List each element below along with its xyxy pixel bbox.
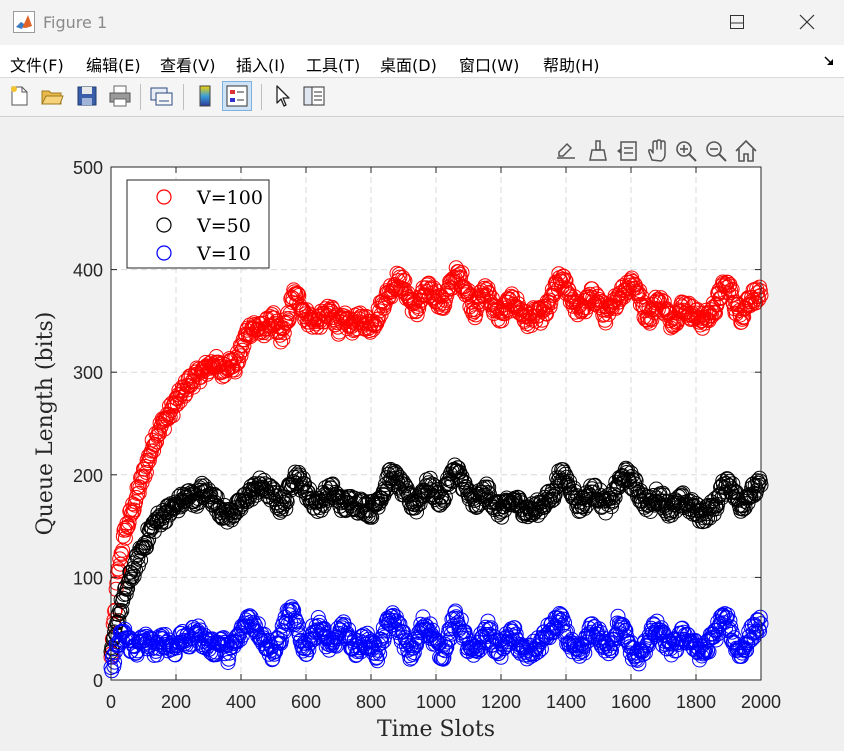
- zoom-out-icon[interactable]: [703, 138, 729, 164]
- new-figure-icon[interactable]: [6, 83, 32, 109]
- maximize-icon: [730, 15, 744, 29]
- minimize-button[interactable]: [707, 0, 767, 45]
- menu-desktop[interactable]: 桌面(D): [380, 56, 437, 75]
- matlab-logo-icon: [13, 11, 35, 33]
- print-icon[interactable]: [107, 83, 133, 109]
- minimize-icon: [730, 22, 744, 24]
- toolbar-separator: [183, 84, 184, 110]
- dock-arrow-icon[interactable]: [823, 55, 835, 67]
- menu-help[interactable]: 帮助(H): [543, 56, 600, 75]
- open-file-icon[interactable]: [39, 83, 65, 109]
- zoom-in-icon[interactable]: [673, 138, 699, 164]
- menu-view[interactable]: 查看(V): [160, 56, 216, 75]
- figure-canvas: [2, 117, 842, 749]
- save-icon[interactable]: [74, 83, 100, 109]
- property-inspector-icon[interactable]: [301, 83, 327, 109]
- close-icon: [799, 14, 815, 30]
- toolbar-separator: [140, 84, 141, 110]
- export-icon[interactable]: [553, 138, 579, 164]
- title-bar: Figure 1: [0, 0, 844, 45]
- figure-toolbar: [0, 78, 844, 117]
- pan-icon[interactable]: [644, 138, 670, 164]
- menu-bar: 文件(F) 编辑(E) 查看(V) 插入(I) 工具(T) 桌面(D) 窗口(W…: [0, 45, 844, 78]
- legend-icon: [226, 85, 248, 107]
- legend-button[interactable]: [222, 81, 252, 111]
- menu-tools[interactable]: 工具(T): [306, 56, 361, 75]
- home-icon[interactable]: [733, 138, 759, 164]
- menu-edit[interactable]: 编辑(E): [86, 56, 141, 75]
- menu-window[interactable]: 窗口(W): [459, 56, 520, 75]
- menu-insert[interactable]: 插入(I): [236, 56, 286, 75]
- colorbar-icon[interactable]: [192, 83, 218, 109]
- link-plot-icon[interactable]: [148, 83, 174, 109]
- edit-plot-icon[interactable]: [270, 83, 296, 109]
- data-tips-icon[interactable]: [614, 138, 640, 164]
- toolbar-separator: [261, 84, 262, 110]
- maximize-button[interactable]: [708, 0, 768, 45]
- close-button[interactable]: [777, 0, 837, 45]
- brush-icon[interactable]: [584, 138, 610, 164]
- menu-file[interactable]: 文件(F): [10, 56, 64, 75]
- window-title: Figure 1: [43, 13, 108, 32]
